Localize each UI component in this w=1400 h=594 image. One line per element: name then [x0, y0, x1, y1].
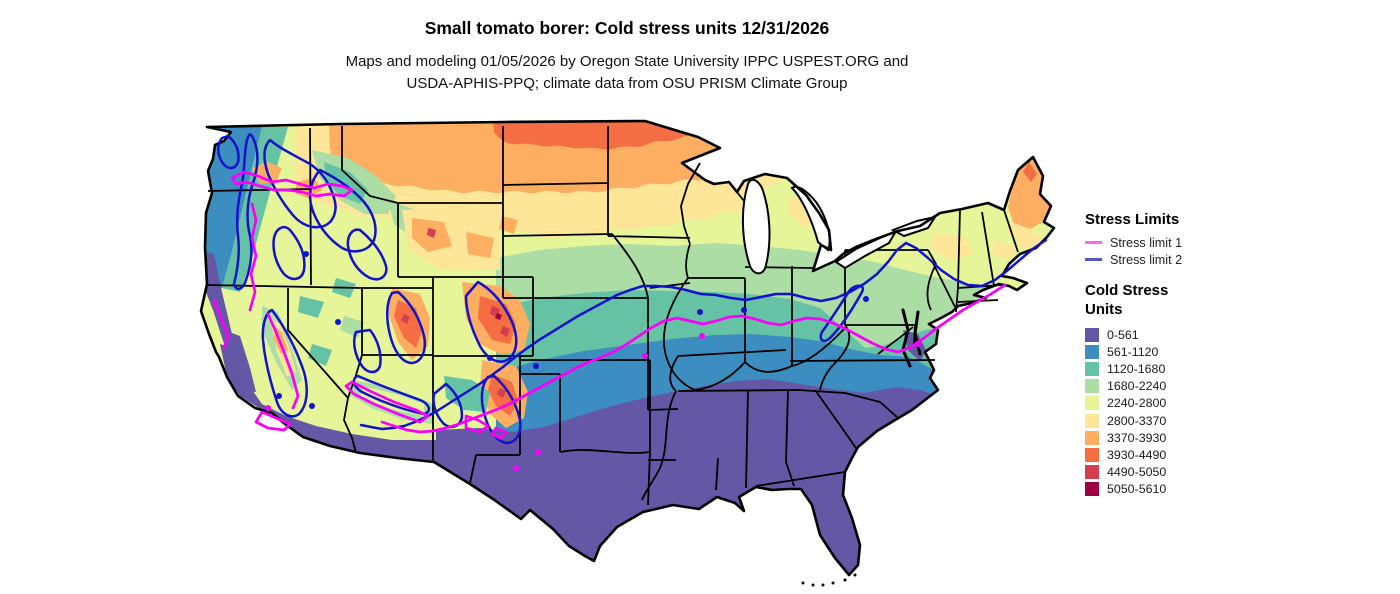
stress-limit-1-dots	[265, 333, 921, 471]
class-range-label: 1680-2240	[1107, 379, 1167, 394]
class-swatch	[1085, 327, 1099, 342]
legend-class-row: 4490-5050	[1085, 464, 1285, 481]
legend-class-row: 5050-5610	[1085, 481, 1285, 498]
legend: Stress Limits Stress limit 1 Stress limi…	[1085, 211, 1285, 498]
class-swatch	[1085, 465, 1099, 480]
stress-limit-1-label: Stress limit 1	[1110, 235, 1183, 250]
legend-class-row: 3370-3930	[1085, 429, 1285, 446]
class-swatch	[1085, 344, 1099, 359]
cold-stress-units-heading: Cold Stress Units	[1085, 282, 1169, 318]
class-swatch	[1085, 396, 1099, 411]
class-swatch	[1085, 379, 1099, 394]
legend-class-row: 0-561	[1085, 326, 1285, 343]
class-range-label: 0-561	[1107, 327, 1139, 342]
legend-class-row: 561-1120	[1085, 343, 1285, 360]
legend-item-stress-limit-2: Stress limit 2	[1085, 251, 1285, 268]
class-range-label: 3930-4490	[1107, 447, 1167, 462]
state-borders	[206, 126, 1019, 506]
stress-limit-1-contour	[212, 170, 1007, 440]
stress-limit-2-dots	[276, 251, 869, 409]
class-swatch	[1085, 482, 1099, 497]
legend-item-stress-limit-1: Stress limit 1	[1085, 234, 1285, 251]
stress-limit-2-label: Stress limit 2	[1110, 252, 1183, 267]
class-range-label: 5050-5610	[1107, 482, 1167, 497]
stress-limits-heading: Stress Limits	[1085, 211, 1180, 228]
figure-header: Small tomato borer: Cold stress units 12…	[0, 18, 1254, 95]
legend-class-row: 3930-4490	[1085, 446, 1285, 463]
legend-class-row: 2800-3370	[1085, 412, 1285, 429]
lake-erie	[834, 228, 899, 270]
class-range-label: 4490-5050	[1107, 465, 1167, 480]
class-range-label: 3370-3930	[1107, 430, 1167, 445]
class-swatch	[1085, 413, 1099, 428]
lake-michigan	[741, 178, 771, 275]
map-subtitle-line2: USDA-APHIS-PPQ; climate data from OSU PR…	[406, 75, 848, 92]
legend-class-row: 2240-2800	[1085, 395, 1285, 412]
class-swatch	[1085, 447, 1099, 462]
stress-limit-1-line-swatch	[1085, 241, 1102, 244]
stress-limit-2-contour	[217, 133, 1048, 445]
conus-outline	[199, 119, 1056, 577]
chesapeake-bay	[901, 308, 922, 368]
class-range-label: 2240-2800	[1107, 396, 1167, 411]
class-range-label: 1120-1680	[1107, 361, 1166, 376]
class-range-label: 561-1120	[1107, 344, 1159, 359]
florida-keys	[801, 573, 857, 587]
legend-class-row: 1120-1680	[1085, 360, 1285, 377]
class-range-label: 2800-3370	[1107, 413, 1167, 428]
class-swatch	[1085, 430, 1099, 445]
class-swatch	[1085, 361, 1099, 376]
stress-limit-2-line-swatch	[1085, 258, 1102, 261]
map-subtitle: Maps and modeling 01/05/2026 by Oregon S…	[0, 51, 1254, 95]
map-title: Small tomato borer: Cold stress units 12…	[424, 18, 830, 38]
legend-class-row: 1680-2240	[1085, 378, 1285, 395]
map-subtitle-line1: Maps and modeling 01/05/2026 by Oregon S…	[345, 53, 909, 70]
